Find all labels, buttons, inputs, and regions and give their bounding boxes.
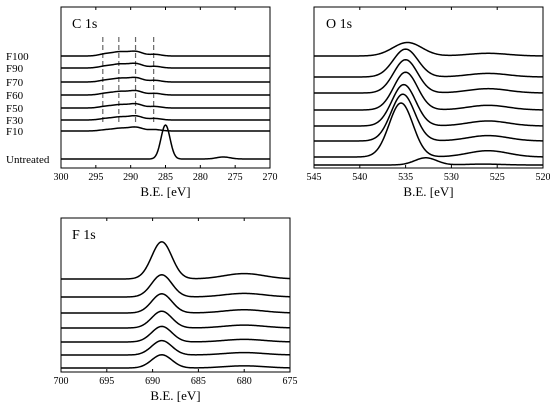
c1s-x-tick-label: 295 <box>88 172 103 183</box>
f1s-x-tick-label: 675 <box>283 376 298 387</box>
f1s-x-tick-label: 685 <box>191 376 206 387</box>
o1s-panel-title: O 1s <box>326 17 352 32</box>
sample-label-f100: F100 <box>6 51 29 63</box>
c1s-spectrum-f90 <box>61 63 270 68</box>
f1s-spectrum-series-6 <box>61 341 290 355</box>
c1s-panel: C 1s B.E. [eV] 300 295 290 285 280 275 270 F100… <box>6 7 278 199</box>
o1s-spectrum-series-6 <box>314 94 543 141</box>
c1s-x-tick-label: 275 <box>228 172 243 183</box>
f1s-x-axis-label: B.E. [eV] <box>150 388 200 403</box>
c1s-x-tick-label: 300 <box>54 172 69 183</box>
c1s-x-tick-label: 285 <box>158 172 173 183</box>
f1s-x-tick-label: 690 <box>145 376 160 387</box>
o1s-panel: O 1s B.E. [eV] 545 540 535 530 525 520 <box>307 7 550 199</box>
f1s-x-tick-label: 695 <box>99 376 114 387</box>
sample-label-untreated: Untreated <box>6 154 50 166</box>
o1s-x-tick-label: 535 <box>398 172 413 183</box>
c1s-x-tick-label: 280 <box>193 172 208 183</box>
sample-label-f10: F10 <box>6 126 24 138</box>
sample-label-f90: F90 <box>6 63 24 75</box>
sample-label-f70: F70 <box>6 77 24 89</box>
o1s-x-tick-label: 520 <box>536 172 550 183</box>
c1s-spectrum-f100 <box>61 51 270 56</box>
o1s-x-tick-label: 525 <box>490 172 505 183</box>
c1s-x-tick-label: 290 <box>123 172 138 183</box>
o1s-spectrum-series-2 <box>314 49 543 77</box>
sample-label-f50: F50 <box>6 103 24 115</box>
sample-label-f60: F60 <box>6 90 24 102</box>
c1s-x-tick-label: 270 <box>263 172 278 183</box>
o1s-spectrum-series-8 <box>314 158 543 165</box>
c1s-panel-title: C 1s <box>72 17 97 32</box>
o1s-spectrum-series-7 <box>314 103 543 157</box>
f1s-spectrum-series-2 <box>61 275 290 297</box>
c1s-x-axis-label: B.E. [eV] <box>140 184 190 199</box>
o1s-spectrum-series-1 <box>314 43 543 57</box>
o1s-x-tick-label: 545 <box>307 172 322 183</box>
o1s-x-axis-label: B.E. [eV] <box>403 184 453 199</box>
f1s-spectrum-series-7 <box>61 355 290 368</box>
c1s-spectrum-f60 <box>61 90 270 95</box>
c1s-spectrum-f70 <box>61 77 270 82</box>
c1s-spectrum-f10 <box>61 127 270 131</box>
f1s-spectrum-series-1 <box>61 242 290 279</box>
o1s-x-tick-label: 530 <box>444 172 459 183</box>
c1s-spectrum-f50 <box>61 104 270 108</box>
f1s-panel: F 1s B.E. [eV] 700 695 690 685 680 675 <box>54 218 298 403</box>
f1s-x-tick-label: 700 <box>54 376 69 387</box>
f1s-panel-title: F 1s <box>72 228 96 243</box>
f1s-x-tick-label: 680 <box>237 376 252 387</box>
o1s-x-tick-label: 540 <box>352 172 367 183</box>
c1s-spectrum-f30 <box>61 116 270 120</box>
